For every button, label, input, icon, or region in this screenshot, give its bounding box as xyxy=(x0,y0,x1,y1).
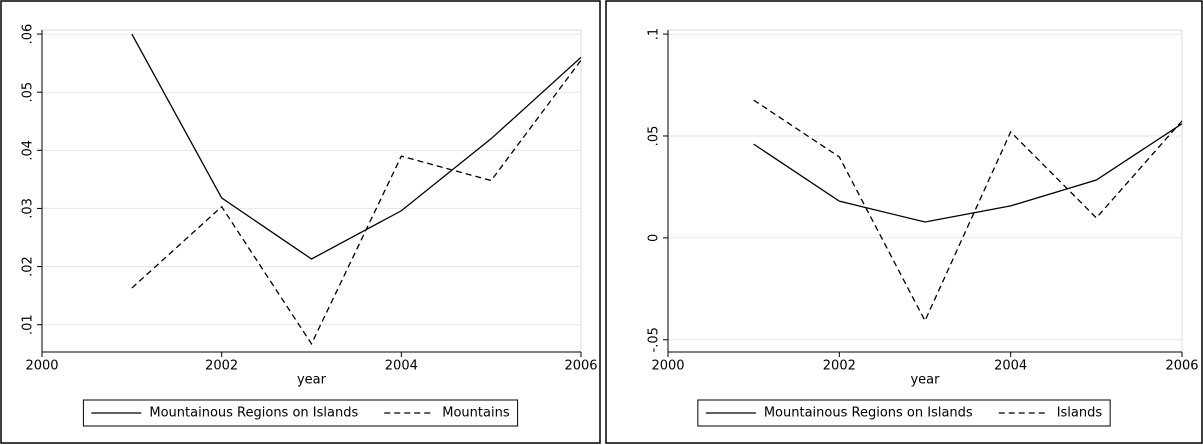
legend-label: Islands xyxy=(1057,406,1103,421)
x-axis-label: year xyxy=(297,373,327,388)
y-tick-label: .01 xyxy=(21,314,36,335)
legend: Mountainous Regions on Islands Islands xyxy=(697,399,1111,427)
y-tick-label: .02 xyxy=(21,256,36,277)
y-tick-label: .1 xyxy=(647,28,662,40)
panel-frame xyxy=(0,0,601,444)
y-tick-label: .06 xyxy=(21,24,36,45)
x-tick-label: 2004 xyxy=(385,359,418,374)
y-tick-label: .05 xyxy=(647,126,662,147)
y-tick-label: 0 xyxy=(647,234,662,242)
x-tick-label: 2006 xyxy=(1165,359,1198,374)
x-tick-label: 2000 xyxy=(25,359,58,374)
legend: Mountainous Regions on Islands Mountains xyxy=(82,399,519,427)
panel-frame xyxy=(605,0,1203,444)
x-tick-label: 2004 xyxy=(994,359,1027,374)
y-tick-label: .03 xyxy=(21,198,36,219)
series-line xyxy=(131,59,582,346)
y-tick-label: .04 xyxy=(21,140,36,161)
x-tick-label: 2002 xyxy=(823,359,856,374)
legend-box xyxy=(82,399,519,427)
x-axis-label: year xyxy=(910,373,940,388)
legend-label: Mountainous Regions on Islands xyxy=(149,406,358,421)
series-line xyxy=(753,123,1183,223)
x-tick-label: 2006 xyxy=(564,359,597,374)
series-line xyxy=(131,33,582,260)
legend-label: Mountains xyxy=(442,406,510,421)
series-line xyxy=(753,99,1183,323)
y-tick-label: -.05 xyxy=(647,327,662,352)
y-tick-label: .05 xyxy=(21,82,36,103)
legend-label: Mountainous Regions on Islands xyxy=(764,406,973,421)
x-tick-label: 2002 xyxy=(205,359,238,374)
x-tick-label: 2000 xyxy=(651,359,684,374)
